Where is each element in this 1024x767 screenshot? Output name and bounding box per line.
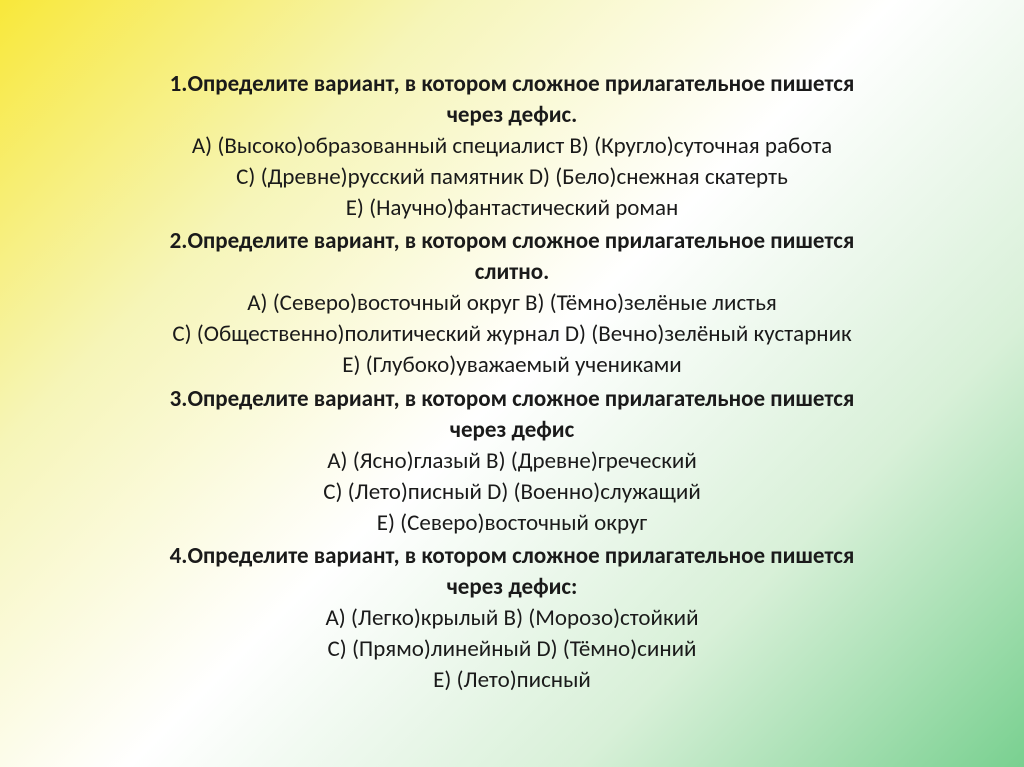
- question-2-title-line2: слитно.: [62, 257, 962, 288]
- question-3-number: 3.: [170, 385, 188, 413]
- slide-content: 1.Определите вариант, в котором сложное …: [62, 69, 962, 698]
- question-2-number: 2.: [170, 227, 188, 255]
- question-3-title-line1: Определите вариант, в котором сложное пр…: [187, 385, 854, 413]
- question-3-options-line3: E) (Северо)восточный округ: [62, 508, 962, 539]
- question-3-title-line2: через дефис: [62, 415, 962, 446]
- question-4-options-line1: A) (Легко)крылый B) (Морозо)стойкий: [62, 603, 962, 634]
- question-3-title: 3.Определите вариант, в котором сложное …: [62, 384, 962, 415]
- question-1-title-line2: через дефис.: [62, 100, 962, 131]
- question-4-title-line1: Определите вариант, в котором сложное пр…: [187, 542, 854, 570]
- question-1-title-line1: Определите вариант, в котором сложное пр…: [187, 70, 854, 98]
- question-1-options-line1: A) (Высоко)образованный специалист B) (К…: [62, 131, 962, 162]
- question-3: 3.Определите вариант, в котором сложное …: [62, 384, 962, 539]
- question-4-options-line3: E) (Лето)писный: [62, 665, 962, 696]
- question-1-number: 1.: [170, 70, 188, 98]
- question-1-options-line2: C) (Древне)русский памятник D) (Бело)сне…: [62, 162, 962, 193]
- question-2-title-line1: Определите вариант, в котором сложное пр…: [187, 227, 854, 255]
- question-3-options-line1: A) (Ясно)глазый B) (Древне)греческий: [62, 446, 962, 477]
- question-4-title: 4.Определите вариант, в котором сложное …: [62, 541, 962, 572]
- question-2-title: 2.Определите вариант, в котором сложное …: [62, 226, 962, 257]
- question-4-title-line2: через дефис:: [62, 572, 962, 603]
- question-4: 4.Определите вариант, в котором сложное …: [62, 541, 962, 696]
- question-1: 1.Определите вариант, в котором сложное …: [62, 69, 962, 224]
- question-2-options-line3: E) (Глубоко)уважаемый учениками: [62, 350, 962, 381]
- question-4-number: 4.: [170, 542, 188, 570]
- question-2: 2.Определите вариант, в котором сложное …: [62, 226, 962, 381]
- question-2-options-line1: A) (Северо)восточный округ B) (Тёмно)зел…: [62, 288, 962, 319]
- question-1-options-line3: E) (Научно)фантастический роман: [62, 193, 962, 224]
- question-3-options-line2: C) (Лето)писный D) (Военно)служащий: [62, 477, 962, 508]
- question-2-options-line2: C) (Общественно)политический журнал D) (…: [62, 319, 962, 350]
- question-4-options-line2: C) (Прямо)линейный D) (Тёмно)синий: [62, 634, 962, 665]
- question-1-title: 1.Определите вариант, в котором сложное …: [62, 69, 962, 100]
